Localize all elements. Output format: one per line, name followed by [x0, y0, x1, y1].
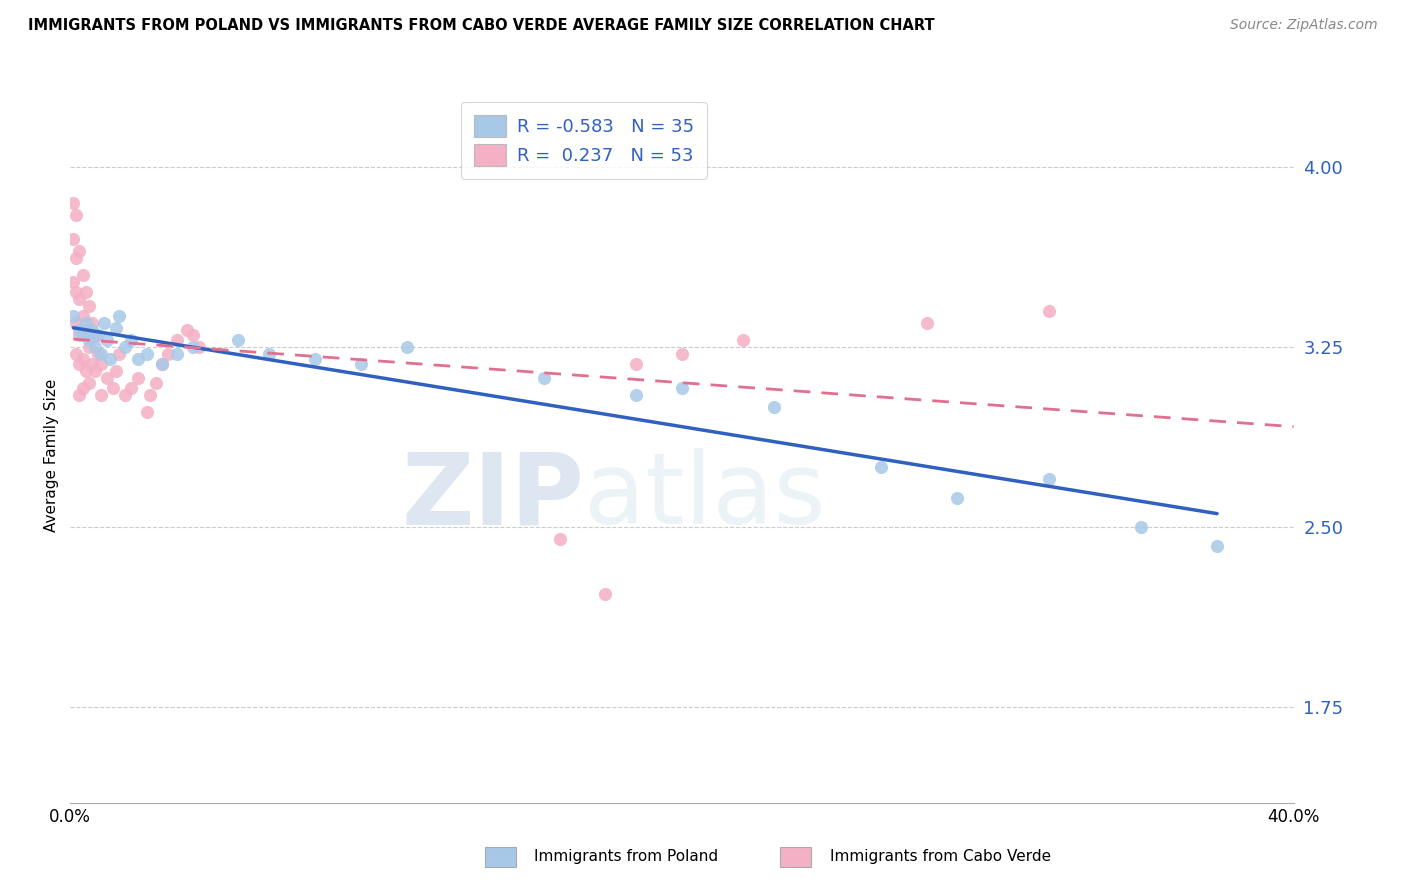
- Point: [108, 347, 131, 361]
- Point: [257, 347, 280, 361]
- Y-axis label: Average Family Size: Average Family Size: [44, 378, 59, 532]
- Point: [114, 388, 136, 402]
- Point: [733, 333, 755, 347]
- Point: [77, 376, 100, 390]
- Text: ZIP: ZIP: [401, 448, 583, 545]
- Point: [93, 316, 115, 330]
- Point: [114, 340, 136, 354]
- Point: [62, 309, 84, 323]
- Text: atlas: atlas: [583, 448, 825, 545]
- Point: [72, 328, 94, 343]
- Point: [157, 347, 180, 361]
- Point: [75, 323, 97, 337]
- Point: [671, 347, 693, 361]
- Point: [181, 340, 204, 354]
- Point: [72, 351, 94, 366]
- Point: [72, 381, 94, 395]
- Text: Immigrants from Cabo Verde: Immigrants from Cabo Verde: [830, 849, 1050, 863]
- Point: [98, 351, 121, 366]
- Point: [135, 405, 157, 419]
- Point: [90, 388, 112, 402]
- Point: [150, 357, 173, 371]
- Point: [77, 333, 100, 347]
- Point: [69, 328, 91, 343]
- Point: [83, 364, 105, 378]
- Point: [548, 532, 571, 546]
- Point: [624, 357, 647, 371]
- Point: [176, 323, 198, 337]
- Point: [595, 587, 617, 601]
- Point: [87, 347, 110, 361]
- Point: [96, 333, 118, 347]
- Point: [77, 340, 100, 354]
- Legend: R = -0.583   N = 35, R =  0.237   N = 53: R = -0.583 N = 35, R = 0.237 N = 53: [461, 103, 707, 178]
- Point: [946, 491, 969, 505]
- Point: [150, 357, 173, 371]
- Point: [127, 351, 149, 366]
- Point: [869, 459, 891, 474]
- Point: [915, 316, 938, 330]
- Point: [69, 292, 91, 306]
- Text: Source: ZipAtlas.com: Source: ZipAtlas.com: [1230, 18, 1378, 32]
- Point: [83, 340, 105, 354]
- Point: [65, 251, 87, 265]
- Point: [69, 244, 91, 258]
- Point: [166, 347, 188, 361]
- Point: [228, 333, 250, 347]
- Point: [87, 328, 110, 343]
- Point: [75, 285, 97, 299]
- Point: [65, 347, 87, 361]
- Point: [69, 323, 91, 337]
- Point: [108, 309, 131, 323]
- Point: [1038, 472, 1060, 486]
- Point: [762, 400, 785, 414]
- Point: [62, 196, 84, 211]
- Point: [69, 357, 91, 371]
- Point: [671, 381, 693, 395]
- Point: [166, 333, 188, 347]
- Point: [304, 351, 326, 366]
- Point: [187, 340, 209, 354]
- Point: [62, 275, 84, 289]
- Point: [1206, 539, 1229, 553]
- Point: [127, 371, 149, 385]
- Point: [135, 347, 157, 361]
- Point: [1038, 304, 1060, 318]
- Point: [80, 316, 103, 330]
- Point: [77, 299, 100, 313]
- Point: [139, 388, 162, 402]
- Point: [90, 357, 112, 371]
- Point: [72, 268, 94, 282]
- Point: [80, 357, 103, 371]
- Point: [80, 323, 103, 337]
- Point: [90, 347, 112, 361]
- Point: [105, 320, 128, 334]
- Point: [75, 316, 97, 330]
- Point: [624, 388, 647, 402]
- Text: Immigrants from Poland: Immigrants from Poland: [534, 849, 718, 863]
- Point: [105, 364, 128, 378]
- Point: [145, 376, 167, 390]
- Point: [395, 340, 418, 354]
- Point: [181, 328, 204, 343]
- Point: [121, 333, 143, 347]
- Point: [75, 364, 97, 378]
- Text: IMMIGRANTS FROM POLAND VS IMMIGRANTS FROM CABO VERDE AVERAGE FAMILY SIZE CORRELA: IMMIGRANTS FROM POLAND VS IMMIGRANTS FRO…: [28, 18, 935, 33]
- Point: [533, 371, 555, 385]
- Point: [69, 388, 91, 402]
- Point: [101, 381, 124, 395]
- Point: [62, 232, 84, 246]
- Point: [83, 328, 105, 343]
- Point: [72, 309, 94, 323]
- Point: [1129, 520, 1152, 534]
- Point: [65, 208, 87, 222]
- Point: [96, 371, 118, 385]
- Point: [65, 285, 87, 299]
- Point: [350, 357, 373, 371]
- Point: [121, 381, 143, 395]
- Point: [65, 316, 87, 330]
